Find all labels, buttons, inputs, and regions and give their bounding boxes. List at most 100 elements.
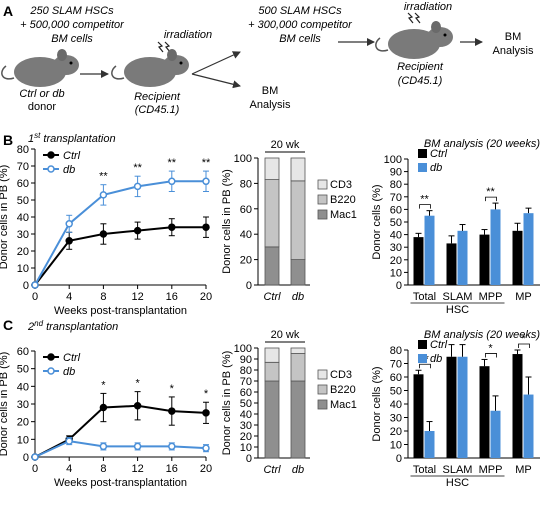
step2-line3: BM cells [279,33,321,45]
bar-ctrl [413,237,424,285]
chart-title: BM analysis (20 weeks) [424,138,540,150]
y-tick-label: 20 [17,417,29,429]
y-tick-label: 20 [240,255,252,267]
y-tick-label: 0 [23,280,29,292]
y-tick-label: 70 [390,359,402,371]
data-point-ctrl [133,226,142,235]
legend-label: Ctrl [63,352,81,364]
x-tick-label: 16 [166,463,178,475]
chart-title: 2nd transplantation [27,319,118,333]
data-point-db [65,220,73,228]
y-tick-label: 10 [390,440,402,452]
recipient2-mouse-icon [375,21,453,59]
x-category-label: Total [413,464,436,476]
x-category-label: MP [515,291,532,303]
y-tick-label: 40 [240,409,252,421]
x-tick-label: 12 [131,463,143,475]
x-category-label: MPP [479,291,503,303]
stacked-bar-mac1 [290,380,306,459]
y-tick-label: 50 [240,398,252,410]
legend-swatch [418,340,427,349]
data-point-ctrl [99,230,108,238]
x-category-label: SLAM [443,291,473,303]
bm-analysis-2-line1: BM [505,31,522,43]
title-rest: transplantation [40,133,115,145]
x-tick-label: 4 [66,463,72,475]
x-category-label: db [292,464,304,476]
stacked-bar-mac1 [264,246,280,286]
y-tick-label: 30 [17,399,29,411]
legend-swatch-marker [47,353,55,361]
legend-swatch [317,179,328,190]
y-tick-label: 20 [17,246,29,258]
series-line-db [34,440,207,458]
data-point-ctrl [168,223,176,231]
panel-letter: C [3,317,13,333]
stacked-bar-mac1 [264,380,280,459]
bar-ctrl [413,374,424,458]
x-category-label: MPP [479,464,503,476]
chart-title: 1st transplantation [28,131,116,145]
data-point-db [31,281,39,289]
legend-label: CD3 [330,369,352,381]
x-tick-label: 20 [200,291,212,303]
bar-db [457,230,468,285]
y-tick-label: 10 [17,434,29,446]
hsc-group-label: HSC [446,477,469,489]
y-tick-label: 60 [240,204,252,216]
data-point-ctrl [202,409,210,417]
panel-letter: B [3,132,13,148]
chart-title: BM analysis (20 weeks) [424,329,540,341]
y-tick-label: 100 [234,343,252,355]
y-tick-label: 20 [240,431,252,443]
data-point-ctrl [65,237,73,245]
legend-swatch [317,194,328,205]
bar-ctrl [446,243,457,285]
y-tick-label: 60 [17,178,29,190]
irradiation-bolt-icon-2 [407,12,421,24]
irradiation-label-1: irradiation [164,29,212,41]
bar-ctrl [479,234,490,285]
y-tick-label: 90 [240,354,252,366]
hsc-group-label: HSC [446,304,469,316]
significance-marker: ** [168,157,177,169]
significance-bracket [518,343,530,348]
recipient2-line2: (CD45.1) [398,75,443,87]
y-axis-label: Donor cells in PB (%) [221,169,233,274]
legend-label: Mac1 [330,209,357,221]
significance-marker: ** [202,157,211,169]
stacked-bar-cd3 [264,157,280,180]
y-tick-label: 30 [390,413,402,425]
y-tick-label: 10 [17,263,29,275]
bar-db [523,213,534,285]
legend-swatch [418,163,427,172]
significance-marker: ** [486,186,495,198]
step1-line2: + 500,000 competitor [20,19,125,31]
y-axis-label: Donor cells in PB (%) [0,352,10,457]
data-point-db [202,444,210,452]
y-tick-label: 80 [390,179,402,191]
y-tick-label: 40 [17,212,29,224]
x-category-label: Ctrl [263,291,281,303]
significance-bracket [419,363,431,369]
legend-swatch [317,384,328,395]
y-axis-label: Donor cells in PB (%) [221,351,233,456]
x-category-label: Ctrl [263,464,281,476]
y-tick-label: 40 [17,381,29,393]
data-point-db [99,442,108,451]
legend-label: Ctrl [63,150,81,162]
data-point-db [133,182,142,191]
legend-swatch [317,399,328,410]
stacked-bar-b220 [264,179,280,248]
y-tick-label: 0 [246,280,252,292]
significance-marker: ** [99,171,108,183]
bar-db [523,394,534,458]
y-tick-label: 60 [240,387,252,399]
arrow-to-bm1 [191,73,241,89]
x-axis-label: Weeks post-transplantation [54,305,187,317]
y-tick-label: 80 [240,365,252,377]
y-tick-label: 10 [390,267,402,279]
